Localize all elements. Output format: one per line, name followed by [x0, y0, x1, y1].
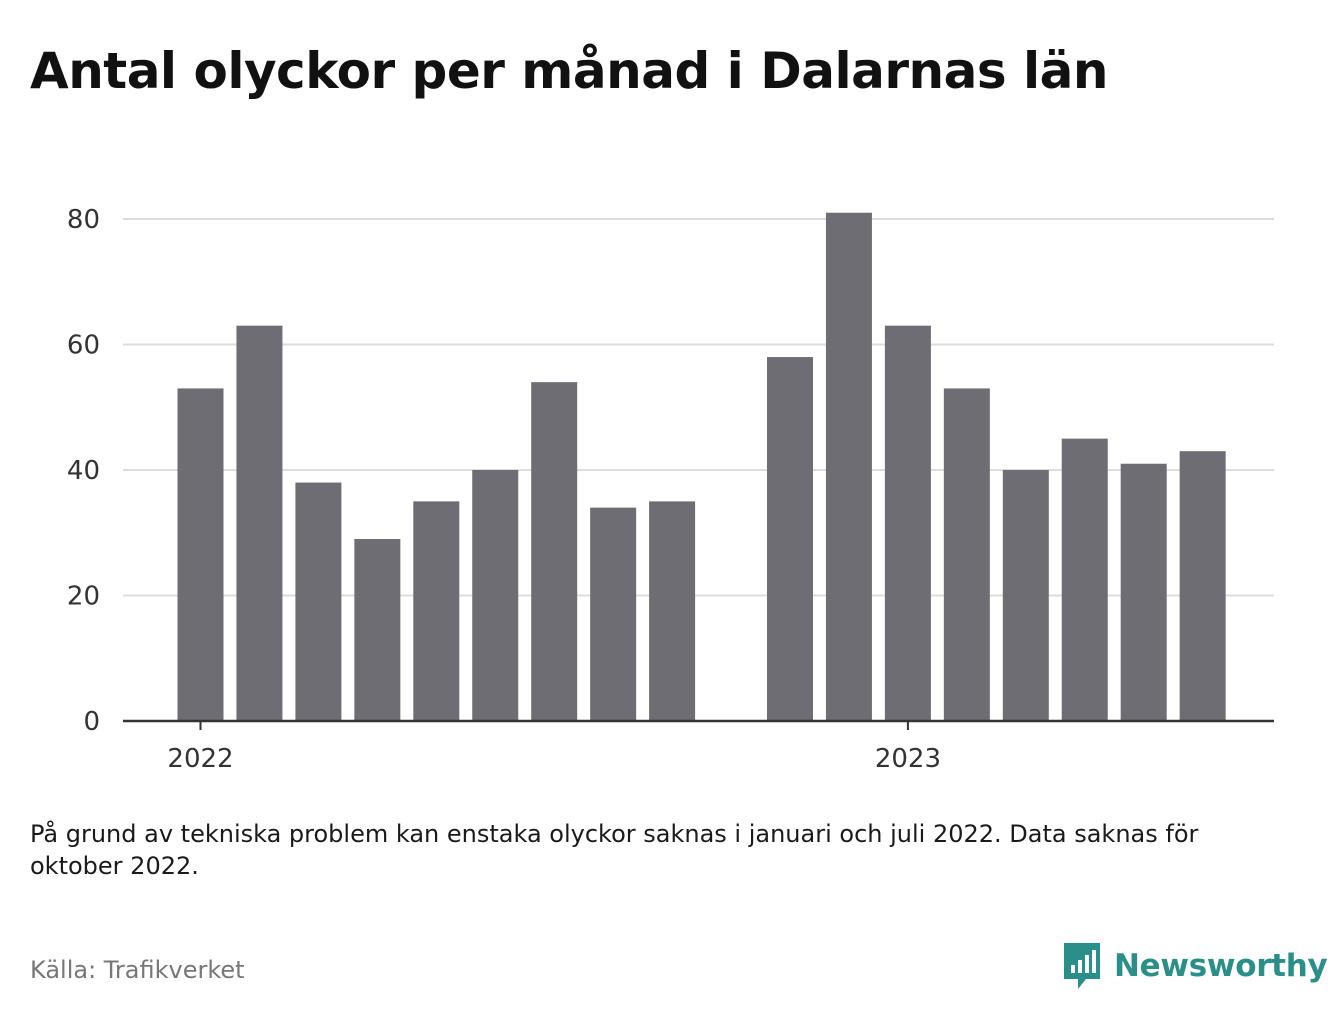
brand-name: Newsworthy [1114, 948, 1328, 984]
bar [649, 501, 696, 721]
bar [767, 357, 813, 721]
bar [1179, 451, 1226, 721]
x-tick-label: 2022 [167, 744, 233, 774]
bar [884, 325, 931, 721]
bar-chart: 0 20 40 60 80 2022 2023 [67, 205, 1274, 774]
x-tick-label: 2023 [875, 744, 941, 774]
bar [1061, 438, 1108, 721]
bar [1120, 463, 1167, 721]
y-tick-label: 20 [67, 582, 100, 612]
bar [531, 382, 578, 721]
bar [177, 388, 224, 721]
bar [1002, 470, 1049, 721]
y-tick-label: 0 [83, 707, 100, 737]
y-tick-label: 60 [67, 331, 100, 361]
bar [354, 539, 401, 721]
source-label: Källa: Trafikverket [30, 956, 245, 984]
bar [825, 212, 872, 721]
bar [413, 501, 460, 721]
chart-footnote: På grund av tekniska problem kan enstaka… [30, 820, 1199, 880]
bar [472, 470, 519, 721]
bar [943, 388, 990, 721]
page-title: Antal olyckor per månad i Dalarnas län [30, 42, 1108, 100]
newsworthy-logo-icon [1064, 943, 1100, 989]
y-tick-label: 40 [67, 456, 100, 486]
brand-logo: Newsworthy [1062, 940, 1328, 992]
bar [236, 325, 283, 721]
bar [295, 482, 342, 721]
y-tick-label: 80 [67, 205, 100, 235]
bar [590, 507, 637, 721]
